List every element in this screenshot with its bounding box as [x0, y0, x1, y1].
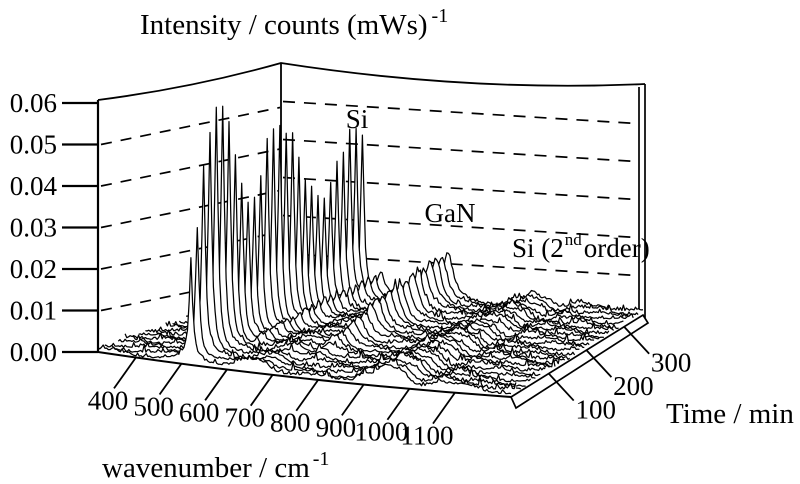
intensity-tick-label: 0.01 — [10, 296, 57, 326]
intensity-tick-label: 0.02 — [10, 254, 57, 284]
spectrum-curve — [104, 226, 517, 390]
wavenumber-tick — [158, 363, 183, 396]
intensity-tick-label: 0.04 — [10, 171, 58, 201]
peak-annotations: Si GaN Si (2ndorder) — [346, 104, 650, 263]
wavenumber-tick-label: 900 — [316, 412, 357, 442]
time-tick-label: 300 — [651, 348, 692, 378]
chart-title: Intensity / counts (mWs) -1 — [140, 5, 448, 41]
intensity-axis: 0.00 0.01 0.02 0.03 0.04 0.05 0.06 — [10, 88, 100, 367]
x-axis-title: wavenumber / cm -1 — [102, 448, 329, 484]
wavenumber-tick-label: 800 — [270, 408, 311, 438]
spectrum-fill — [98, 257, 511, 397]
time-axis-title: Time / min — [666, 398, 794, 430]
wavenumber-tick-label: 1100 — [400, 421, 453, 451]
time-tick — [585, 349, 613, 378]
annotation-si-2nd-order: Si (2ndorder) — [512, 230, 650, 263]
intensity-tick-label: 0.06 — [10, 88, 57, 118]
wavenumber-tick-label: 1000 — [354, 417, 408, 447]
x-axis-title-group: wavenumber / cm -1 Time / min — [102, 398, 794, 484]
spectrum-curve — [97, 257, 512, 395]
gridline-left-wall — [100, 148, 281, 187]
wavenumber-tick-label: 400 — [88, 385, 129, 415]
gridline-right-wall — [282, 252, 637, 277]
pedestal-side-face — [509, 313, 650, 410]
spectra-waterfall — [97, 105, 644, 397]
intensity-tick-label: 0.00 — [10, 337, 57, 367]
wavenumber-tick-label: 700 — [224, 403, 265, 433]
annotation-gan: GaN — [425, 198, 476, 228]
y-axis-title: Intensity / counts (mWs) -1 — [140, 5, 448, 41]
wavenumber-tick — [295, 379, 320, 412]
gridline-left-wall — [100, 106, 281, 146]
gridline-right-wall — [282, 214, 637, 239]
gridline-left-wall — [100, 189, 281, 229]
intensity-tick-label: 0.03 — [10, 213, 57, 243]
wavenumber-tick — [432, 392, 456, 425]
intensity-tick-label: 0.05 — [10, 130, 57, 160]
time-tick-label: 100 — [575, 395, 616, 425]
gridline-right-wall — [282, 100, 637, 125]
gridline-left-wall — [100, 231, 281, 270]
wavenumber-tick — [341, 383, 365, 416]
wavenumber-tick — [386, 388, 411, 421]
gridline-right-wall — [282, 176, 637, 201]
wavenumber-tick — [113, 356, 137, 389]
gridline-left-wall — [100, 272, 281, 312]
time-tick-label: 200 — [613, 371, 654, 401]
gridline-right-wall — [282, 138, 637, 163]
wall-top-edges — [97, 62, 646, 101]
annotation-si: Si — [346, 104, 369, 134]
wavenumber-tick — [249, 374, 274, 407]
wavenumber-tick-label: 600 — [179, 397, 220, 427]
wavenumber-tick — [204, 368, 228, 401]
time-tick — [548, 372, 575, 402]
time-tick — [623, 326, 650, 355]
wavenumber-tick-label: 500 — [133, 392, 174, 422]
